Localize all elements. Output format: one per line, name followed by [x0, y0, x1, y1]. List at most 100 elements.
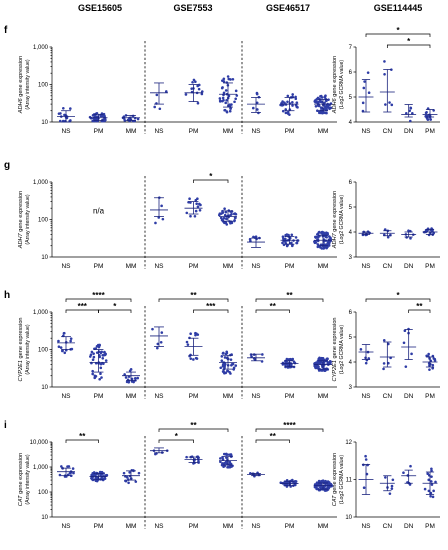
y-axis-label: CAT gene expression [18, 453, 24, 506]
data-point [316, 364, 319, 368]
data-point [196, 84, 199, 88]
data-point [223, 213, 227, 217]
y-tick-label: 5 [349, 95, 353, 101]
panel-label: i [4, 420, 7, 431]
significance-bracket [158, 428, 229, 432]
data-point [323, 101, 326, 105]
panel-label: f [4, 25, 8, 36]
data-point [222, 351, 225, 355]
category-label: NS [61, 523, 71, 530]
y-axis-unit: (Log2 GCRMA value) [339, 60, 345, 110]
data-point [225, 110, 229, 114]
significance-label: **** [92, 291, 105, 300]
data-point [316, 109, 319, 113]
data-point [197, 461, 200, 464]
data-point [224, 352, 228, 356]
y-axis-unit: (Array intensity value) [25, 59, 31, 109]
data-point [383, 60, 386, 63]
data-point [288, 113, 291, 116]
data-point [363, 80, 366, 83]
data-point [383, 228, 387, 231]
data-point [366, 71, 370, 74]
category-label: NS [61, 263, 71, 270]
data-point [234, 97, 238, 101]
data-point [316, 243, 320, 246]
category-label: MM [126, 128, 137, 135]
data-point [100, 376, 103, 379]
significance-bracket [386, 44, 431, 48]
data-point [122, 471, 126, 475]
data-point [101, 356, 105, 360]
data-point [223, 462, 226, 466]
y-tick-label: 6 [349, 310, 353, 316]
data-point [326, 360, 330, 364]
data-point [319, 94, 323, 98]
dataset-header: GSE15605 [78, 3, 122, 13]
data-point [285, 244, 289, 248]
data-point [125, 380, 129, 384]
data-point [328, 235, 331, 238]
data-point [127, 481, 130, 485]
data-point [388, 492, 392, 495]
category-label: NS [154, 393, 164, 400]
data-point [316, 245, 320, 249]
data-point [124, 114, 128, 117]
significance-label: * [113, 302, 117, 311]
data-point [62, 331, 66, 335]
y-axis-label: ADH6 gene expression [332, 56, 338, 115]
data-point [429, 118, 432, 121]
y-axis-unit: (Array intensity value) [25, 454, 31, 504]
data-point [69, 107, 72, 110]
data-point [326, 357, 329, 361]
y-tick-label: 100 [38, 218, 49, 224]
data-point [384, 476, 387, 479]
category-label: DN [404, 393, 414, 400]
panel-label: h [4, 290, 10, 301]
data-point [384, 103, 387, 106]
data-point [69, 119, 72, 122]
data-point [228, 103, 232, 106]
data-point [409, 237, 412, 240]
data-point [185, 455, 188, 459]
category-label: PM [189, 393, 199, 400]
data-point [362, 86, 366, 90]
data-point [233, 212, 237, 215]
group-GSE114445: NS CN DN PM*** [358, 291, 438, 400]
data-point [91, 372, 94, 376]
data-point [225, 217, 228, 221]
y-axis-unit: (Array intensity value) [25, 324, 31, 374]
data-point [189, 357, 193, 360]
data-point [255, 101, 259, 105]
data-point [321, 232, 324, 236]
category-label: NS [154, 523, 164, 530]
data-point [160, 204, 163, 208]
category-label: PM [285, 263, 295, 270]
data-point [430, 469, 433, 472]
significance-bracket [365, 298, 431, 302]
data-point [234, 216, 237, 219]
data-point [286, 100, 289, 104]
data-point [153, 105, 156, 109]
data-point [221, 364, 225, 368]
data-point [219, 457, 222, 460]
data-point [432, 489, 435, 493]
data-point [403, 329, 407, 333]
data-point [317, 100, 320, 104]
category-label: NS [361, 263, 371, 270]
data-point [156, 342, 160, 346]
data-point [291, 104, 294, 107]
data-point [252, 353, 256, 356]
data-point [217, 213, 221, 217]
data-point [429, 494, 432, 498]
y-axis-unit: (Array intensity value) [25, 194, 31, 244]
category-label: CN [383, 263, 393, 270]
data-point [222, 77, 226, 81]
data-point [290, 233, 294, 237]
data-point [402, 341, 406, 345]
y-tick-label: 5 [349, 205, 353, 211]
category-label: PM [94, 263, 104, 270]
category-label: NS [251, 128, 261, 135]
data-point [294, 97, 298, 101]
data-point [195, 332, 198, 335]
data-point [286, 94, 290, 98]
